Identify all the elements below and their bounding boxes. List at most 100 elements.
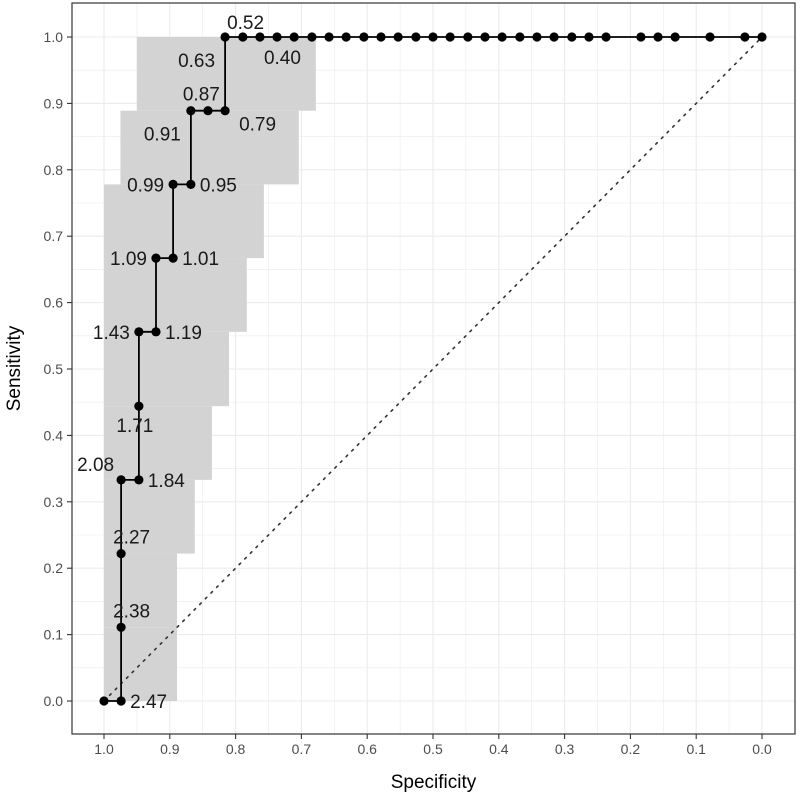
roc-point: [116, 696, 126, 706]
roc-point: [653, 32, 663, 42]
y-tick-label: 0.1: [44, 627, 64, 643]
roc-point: [670, 32, 680, 42]
roc-point: [757, 32, 767, 42]
y-tick-label: 0.3: [44, 494, 64, 510]
y-tick-label: 0.2: [44, 560, 64, 576]
ci-band-segment: [104, 553, 178, 628]
x-axis-title: Specificity: [391, 772, 477, 793]
ci-band-segment: [104, 184, 264, 259]
threshold-label: 2.38: [113, 601, 150, 622]
roc-point: [497, 32, 507, 42]
roc-point: [740, 32, 750, 42]
x-axis-ticks: 1.0 0.9 0.8 0.7 0.6 0.5 0.4 0.3 0.2 0.1 0.0: [94, 734, 772, 757]
threshold-label: 0.40: [264, 48, 301, 69]
threshold-label: 1.01: [182, 249, 219, 270]
roc-point: [255, 32, 265, 42]
threshold-label: 1.71: [116, 416, 153, 437]
threshold-label: 0.79: [239, 115, 276, 136]
roc-point: [393, 32, 403, 42]
roc-point: [203, 106, 213, 116]
threshold-label: 0.52: [227, 13, 264, 34]
roc-point: [480, 32, 490, 42]
roc-point: [289, 32, 299, 42]
y-tick-label: 0.0: [44, 693, 64, 709]
roc-points: [99, 32, 767, 706]
y-axis-ticks: 0.0 0.1 0.2 0.3 0.4 0.5 0.6 0.7 0.8 0.9 1.0: [44, 29, 72, 709]
y-tick-label: 0.4: [44, 427, 64, 443]
roc-point: [359, 32, 369, 42]
roc-point: [601, 32, 611, 42]
roc-point: [532, 32, 542, 42]
roc-point: [636, 32, 646, 42]
x-tick-label: 1.0: [94, 741, 114, 757]
threshold-label: 0.87: [183, 85, 220, 106]
roc-point: [99, 696, 109, 706]
x-tick-label: 0.7: [292, 741, 312, 757]
x-tick-label: 0.8: [226, 741, 246, 757]
ci-band-segment: [120, 110, 299, 185]
roc-point: [116, 475, 126, 485]
threshold-label: 2.47: [130, 692, 167, 713]
roc-point: [134, 401, 144, 411]
ci-band-segment: [136, 37, 316, 111]
roc-point: [567, 32, 577, 42]
x-tick-label: 0.0: [752, 741, 772, 757]
threshold-label: 0.91: [144, 125, 181, 146]
roc-point: [307, 32, 317, 42]
roc-point: [134, 327, 144, 337]
threshold-label: 1.84: [148, 471, 185, 492]
x-tick-label: 0.1: [686, 741, 706, 757]
y-tick-label: 0.9: [44, 95, 64, 111]
y-tick-label: 1.0: [44, 29, 64, 45]
roc-point: [186, 179, 196, 190]
threshold-label: 1.19: [165, 323, 202, 344]
roc-point: [168, 253, 178, 263]
roc-point: [549, 32, 559, 42]
roc-point: [186, 106, 196, 116]
roc-point: [168, 179, 178, 190]
confidence-band: [104, 37, 316, 701]
roc-point: [272, 32, 282, 42]
roc-point: [134, 475, 144, 485]
x-tick-label: 0.4: [489, 741, 509, 757]
roc-point: [515, 32, 525, 42]
x-tick-label: 0.5: [423, 741, 443, 757]
threshold-label: 0.99: [127, 175, 164, 196]
roc-point: [324, 32, 334, 42]
threshold-label: 0.63: [178, 51, 215, 72]
threshold-label: 2.08: [77, 455, 114, 476]
roc-point: [705, 32, 715, 42]
ci-band-segment: [104, 406, 212, 480]
roc-point: [151, 253, 161, 263]
y-axis-title: Sensitivity: [4, 325, 25, 411]
roc-point: [584, 32, 594, 42]
x-tick-label: 0.6: [357, 741, 377, 757]
roc-point: [411, 32, 421, 42]
y-tick-label: 0.6: [44, 295, 64, 311]
threshold-label: 2.27: [113, 528, 150, 549]
roc-point: [376, 32, 386, 42]
roc-point: [220, 32, 230, 42]
threshold-label: 1.43: [93, 323, 130, 344]
roc-point: [220, 106, 230, 116]
ci-band-segment: [104, 479, 195, 554]
x-tick-label: 0.2: [621, 741, 641, 757]
roc-point: [428, 32, 438, 42]
y-tick-label: 0.5: [44, 361, 64, 377]
threshold-label: 1.09: [110, 249, 147, 270]
threshold-labels: 2.47 2.38 2.27 2.08 1.84 1.71 1.43 1.19 1.09 1.01…: [77, 13, 301, 713]
roc-point: [151, 327, 161, 337]
threshold-label: 0.95: [200, 175, 237, 196]
y-tick-label: 0.8: [44, 162, 64, 178]
x-tick-label: 0.9: [160, 741, 180, 757]
roc-point: [463, 32, 473, 42]
x-tick-label: 0.3: [555, 741, 575, 757]
ci-band-segment: [104, 258, 247, 332]
ci-band-segment: [104, 331, 230, 407]
roc-point: [116, 622, 126, 632]
roc-point: [445, 32, 455, 42]
roc-point: [238, 32, 248, 42]
y-tick-label: 0.7: [44, 228, 64, 244]
roc-point: [341, 32, 351, 42]
